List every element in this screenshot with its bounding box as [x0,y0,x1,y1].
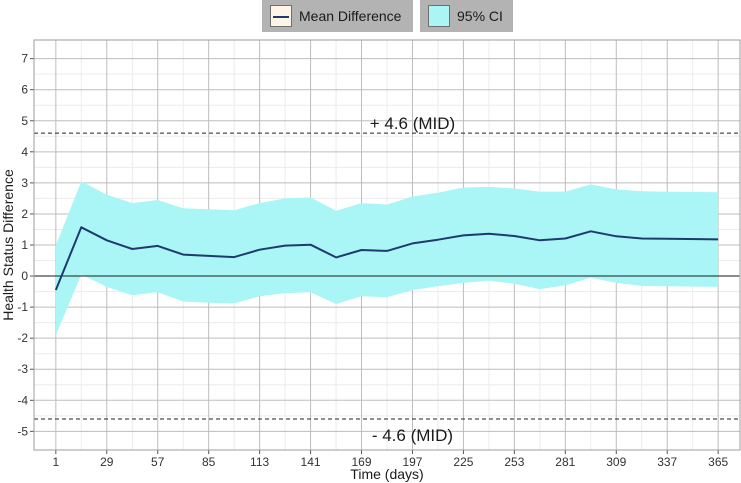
legend-mean-label: Mean Difference [299,8,402,24]
ci-legend-key [428,5,450,27]
x-tick-label: 57 [151,455,165,469]
x-tick-label: 365 [708,455,728,469]
y-tick-label: -1 [17,300,28,314]
legend-ci-label: 95% CI [457,8,503,24]
x-tick-label: 281 [555,455,575,469]
legend-ci: 95% CI [420,0,513,32]
panel-border [33,39,741,451]
x-tick-label: 113 [250,455,269,469]
x-tick-label: 309 [606,455,626,469]
y-tick-label: 6 [21,83,28,97]
y-axis-title: Health Status Difference [0,169,16,321]
x-tick-label: 141 [301,455,321,469]
x-tick-label: 197 [402,455,422,469]
x-axis-title: Time (days) [350,466,423,482]
mid-reference-label: + 4.6 (MID) [370,114,456,133]
y-tick-label: 0 [21,269,28,283]
x-tick-label: 1 [52,455,59,469]
y-tick-label: -4 [17,393,28,407]
y-tick-label: 3 [21,176,28,190]
minor-grid [34,40,740,450]
mean-difference-legend-key [270,5,292,27]
y-tick-label: 2 [21,207,28,221]
legend-mean-difference: Mean Difference [262,0,413,32]
y-tick-label: -5 [17,424,28,438]
y-tick-label: 5 [21,114,28,128]
x-tick-label: 253 [504,455,524,469]
x-tick-label: 169 [352,455,372,469]
ci-band-layer [55,181,719,336]
y-tick-label: 7 [21,52,28,66]
x-tick-label: 225 [453,455,473,469]
mean-line-layer [54,226,719,291]
y-tick-label: -3 [17,362,28,376]
y-tick-label: 1 [21,238,28,252]
tick-labels: 1 29 57 85 113 141 169 197 225 253 281 309 337 365-5-… [17,52,728,469]
x-tick-label: 337 [657,455,677,469]
x-tick-label: 29 [100,455,114,469]
reference-lines: + 4.6 (MID) - 4.6 (MID) [34,114,740,445]
y-tick-label: -2 [17,331,28,345]
mean-difference-line [54,226,719,291]
x-tick-label: 85 [202,455,216,469]
ci-band [55,181,719,336]
mid-reference-label: - 4.6 (MID) [372,426,453,445]
y-tick-label: 4 [21,145,28,159]
